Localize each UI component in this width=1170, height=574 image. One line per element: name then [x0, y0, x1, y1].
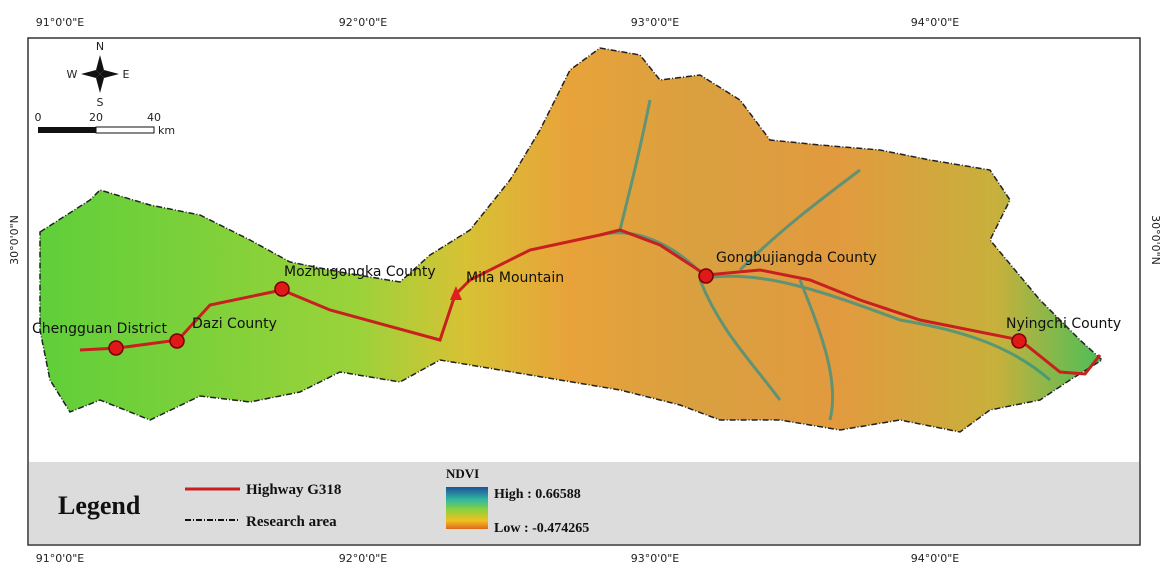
bottom-tick-label: 93°0'0"E [631, 552, 680, 565]
legend-low: Low : -0.474265 [494, 521, 589, 536]
scale-label: 40 [147, 111, 161, 124]
bottom-tick-label: 91°0'0"E [36, 552, 85, 565]
place-label: Nyingchi County [1006, 316, 1121, 332]
place-marker [274, 281, 290, 297]
scale-label: 20 [89, 111, 103, 124]
place-marker [1011, 333, 1027, 349]
legend-ndvi-bar [446, 487, 488, 529]
scale-bar: 0 20 40 km [35, 111, 176, 137]
highway-g318 [79, 228, 1102, 376]
legend-area: Research area [246, 514, 337, 530]
mountain-marker [450, 286, 462, 300]
legend: Legend Highway G318 Research area NDVI H… [29, 462, 1139, 544]
place-marker [698, 268, 714, 284]
place-marker [169, 333, 185, 349]
legend-box [29, 462, 1139, 544]
scale-label: 0 [35, 111, 42, 124]
place-label: Mozhugongka County [284, 264, 436, 280]
legend-ndvi-title: NDVI [446, 466, 479, 481]
place-label: Dazi County [192, 316, 277, 332]
legend-high: High : 0.66588 [494, 487, 581, 502]
compass-e: E [123, 68, 130, 81]
place-marker [108, 340, 124, 356]
top-tick-label: 93°0'0"E [631, 16, 680, 29]
compass-n: N [96, 40, 104, 53]
place-label: Gongbujiangda County [716, 250, 877, 266]
place-markers [108, 268, 1027, 356]
compass: N S W E [67, 40, 130, 109]
bottom-tick-label: 94°0'0"E [911, 552, 960, 565]
top-tick-label: 92°0'0"E [339, 16, 388, 29]
top-tick-label: 91°0'0"E [36, 16, 85, 29]
right-tick-label: 30°0'0"N [1149, 215, 1162, 265]
bottom-tick-label: 92°0'0"E [339, 552, 388, 565]
place-label: Chengguan District [32, 321, 167, 337]
compass-w: W [67, 68, 78, 81]
place-label: Mila Mountain [466, 270, 564, 286]
legend-title: Legend [58, 491, 141, 520]
scale-unit: km [158, 124, 175, 137]
top-tick-label: 94°0'0"E [911, 16, 960, 29]
river-network [599, 99, 1051, 421]
left-tick-label: 30°0'0"N [8, 215, 21, 265]
legend-highway: Highway G318 [246, 482, 341, 498]
compass-s: S [97, 96, 104, 109]
